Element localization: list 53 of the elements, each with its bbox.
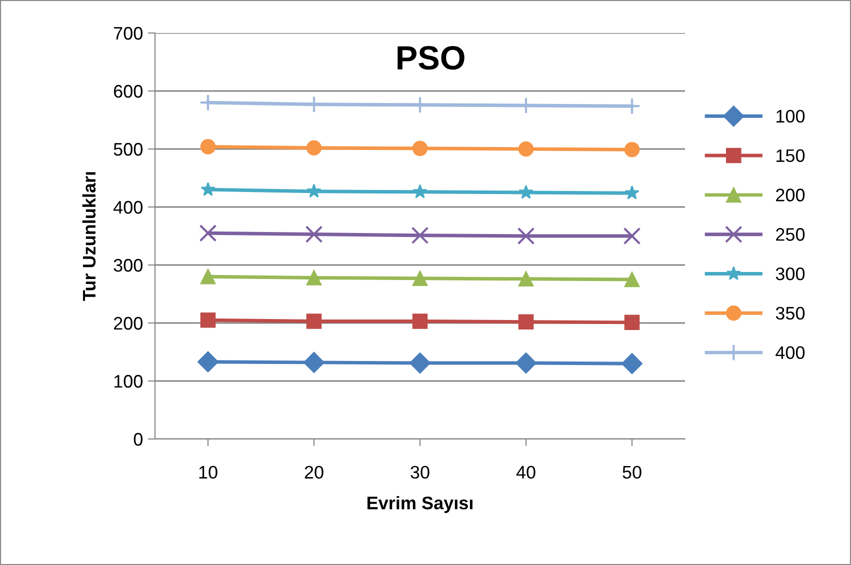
x-tick-label: 50 [622,466,642,479]
y-tick-label: 300 [114,258,142,272]
point [303,352,325,373]
point [517,227,535,245]
x-tick-label: 20 [304,466,324,479]
legend-label: 300 [776,267,805,280]
y-tick-label: 200 [114,316,142,330]
point [518,184,534,199]
x-tick-label: 40 [516,466,536,479]
point [518,271,534,287]
point [624,185,640,200]
x-tick-label: 10 [199,466,218,479]
point [305,226,323,243]
point [411,226,429,244]
point [621,353,643,374]
y-tick-label: 400 [113,200,142,214]
legend-label: 150 [776,149,805,162]
point [306,184,322,198]
legend-label: 200 [776,188,805,202]
point [624,272,640,288]
y-tick-label: 500 [114,142,142,156]
point [412,140,428,156]
x-tick-label: 30 [410,466,430,479]
point [412,314,428,329]
point [518,141,534,157]
point [624,142,640,158]
legend-label: 250 [776,228,805,241]
point [306,314,322,329]
point [306,270,322,286]
y-tick-label: 100 [114,374,142,388]
point [412,270,428,286]
point [515,352,537,374]
y-axis-title: Tur Uzunlukları [82,172,96,301]
point [197,351,219,372]
point [306,140,322,156]
legend-label: 400 [776,346,805,360]
point [624,314,640,330]
point [200,182,216,196]
point [200,268,216,284]
point [200,312,216,328]
point [200,139,216,154]
y-tick-label: 600 [114,84,142,98]
point [518,314,534,330]
y-tick-label: 700 [114,26,142,40]
y-tick-label: 0 [134,432,142,446]
legend-label: 350 [776,306,805,320]
x-axis-title: Evrim Sayısı [368,496,472,513]
point [409,352,431,374]
point [199,224,217,242]
chart-title: PSO [398,46,464,70]
legend-label: 100 [776,110,805,123]
point [623,227,641,245]
point [412,184,428,198]
